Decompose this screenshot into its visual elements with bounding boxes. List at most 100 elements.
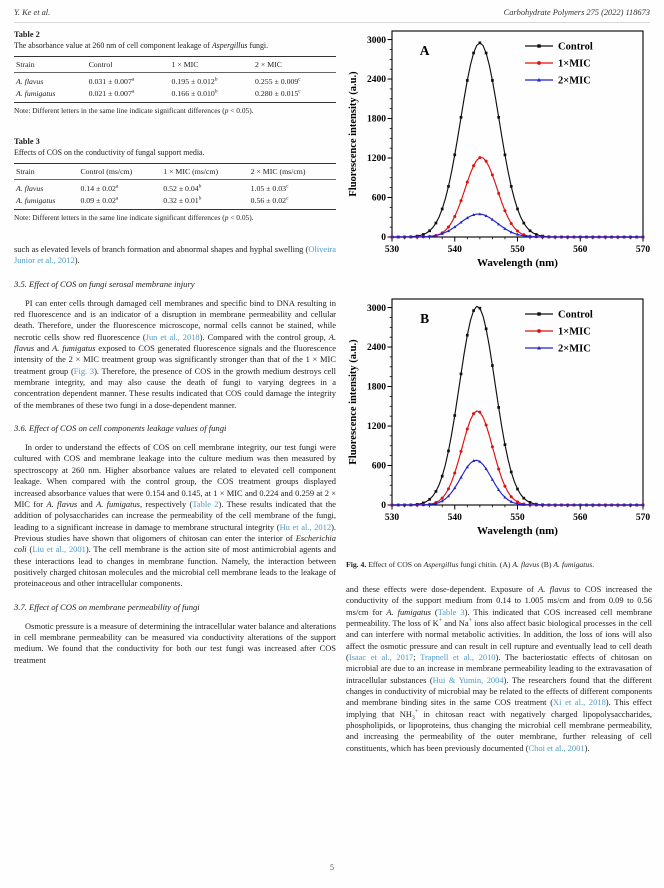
series-marker (515, 232, 520, 236)
legend-label: Control (558, 42, 593, 53)
citation-link[interactable]: Liu et al., 2001 (32, 544, 86, 555)
series-marker (465, 427, 469, 431)
figure-panel-B: 530 540 550 560 570 0 600 1200 1800 2400 3000 Wavel… (346, 292, 652, 547)
citation-link[interactable]: Table 2 (192, 498, 219, 509)
journal-reference: Carbohydrate Polymers 275 (2022) 118673 (503, 8, 650, 17)
panel-letter: A (420, 43, 430, 58)
x-tick-label: 560 (573, 245, 588, 255)
citation-link[interactable]: Xi et al., 2018 (553, 697, 606, 708)
series-marker (522, 221, 526, 225)
y-axis-label: Fluorescence intensity (a.u.) (348, 71, 359, 197)
series-marker (402, 503, 407, 507)
citation-link[interactable]: Hui & Yumin, 2004 (432, 674, 504, 685)
series-1×mic (390, 410, 645, 507)
citation-link[interactable]: Trapnell et al., 2010 (420, 652, 496, 663)
legend-label: 1×MIC (558, 59, 591, 70)
table-header-row: Strain Control 1 × MIC 2 × MIC (14, 55, 336, 73)
series-marker (553, 503, 557, 507)
series-marker (421, 235, 425, 238)
series-marker (628, 235, 633, 239)
series-marker (453, 471, 457, 475)
citation-link[interactable]: Fig. 3 (73, 365, 95, 376)
table-title: Table 2 (14, 30, 40, 39)
italic-text: Escherichia coli (14, 532, 336, 555)
value-cell: 0.52 ± 0.04b (163, 182, 202, 193)
series-marker (446, 494, 451, 498)
series-marker (516, 487, 519, 491)
series-marker (390, 235, 394, 239)
series-marker (503, 484, 507, 488)
strain-cell: A. fumigatus (14, 194, 79, 210)
citation-link[interactable]: Choi et al., 2001 (528, 742, 585, 753)
table-header-row: Strain Control (ms/cm) 1 × MIC (ms/cm) 2 × … (14, 162, 336, 180)
y-tick-label: 1800 (367, 115, 386, 125)
legend-entry: 2×MIC (525, 76, 591, 87)
series-marker (497, 191, 501, 195)
series-marker (465, 465, 469, 469)
value-cell: 0.14 ± 0.02a (80, 182, 119, 193)
series-marker (559, 235, 563, 239)
series-marker (572, 503, 576, 507)
plot-frame (391, 30, 644, 238)
y-tick-label: 1200 (367, 422, 386, 432)
series-control (390, 41, 645, 239)
table-row: A. fumigatus 0.021 ± 0.007a 0.166 ± 0.010b… (14, 87, 336, 103)
series-marker (459, 449, 463, 453)
series-marker (446, 229, 451, 233)
significance-letter: a (115, 182, 119, 189)
series-marker (472, 412, 476, 416)
section-heading: 3.7. Effect of COS on membrane permeabil… (14, 601, 200, 612)
left-column: Table 2 The absorbance value at 260 nm o… (14, 30, 336, 666)
significance-letter: b (198, 194, 202, 201)
legend-label: 1×MIC (558, 327, 591, 338)
table-caption: Effects of COS on the conductivity of fu… (14, 148, 205, 157)
series-marker (490, 445, 494, 449)
series-marker (447, 449, 450, 453)
running-author: Y. Ke et al. (14, 8, 51, 17)
series-marker (584, 235, 589, 239)
series-marker (396, 235, 400, 239)
citation-link[interactable]: Hu et al., 2012 (279, 521, 332, 532)
series-marker (434, 221, 438, 225)
series-marker (472, 309, 475, 312)
y-tick-label: 3000 (367, 304, 386, 314)
citation-link[interactable]: Oliveira Junior et al., 2012 (14, 244, 336, 266)
series-marker (422, 233, 425, 236)
series-marker (528, 501, 532, 504)
series-marker (628, 503, 633, 507)
series-marker (428, 497, 431, 501)
table-note: Note: Different letters in the same line… (14, 212, 254, 222)
series-marker (547, 235, 551, 239)
bold-text: Fig. 4. (346, 560, 367, 569)
series-marker (490, 173, 494, 177)
series-marker (440, 499, 444, 503)
series-marker (635, 235, 639, 239)
body-paragraph: Osmotic pressure is a measure of determi… (14, 620, 336, 665)
series-marker (446, 487, 450, 491)
series-marker (559, 503, 563, 507)
citation-link[interactable]: Table 3 (437, 606, 465, 617)
body-paragraph: In order to understand the effects of CO… (14, 442, 336, 589)
series-marker (453, 214, 457, 218)
value-cell: 0.195 ± 0.012b (171, 75, 218, 86)
strain-cell: A. fumigatus (14, 87, 87, 103)
data-table: Strain Control (ms/cm) 1 × MIC (ms/cm) 2 × … (14, 162, 336, 210)
series-marker (522, 496, 526, 500)
series-marker (453, 414, 457, 417)
y-axis-ticks: 0 600 1200 1800 2400 3000 (367, 36, 392, 243)
series-marker (515, 500, 520, 504)
series-marker (428, 229, 431, 233)
series-marker (491, 79, 494, 82)
citation-link[interactable]: Isaac et al., 2017 (348, 652, 414, 663)
series-marker (509, 230, 513, 234)
citation-link[interactable]: Jun et al., 2018 (145, 331, 200, 342)
value-cell: 0.031 ± 0.007a (88, 75, 135, 86)
superscript: + (438, 618, 442, 625)
series-marker (515, 502, 520, 506)
italic-text: A. flavus (16, 183, 44, 193)
x-tick-label: 530 (385, 513, 400, 523)
series-marker (478, 410, 482, 414)
series-control (390, 305, 645, 507)
superscript: + (468, 618, 472, 625)
